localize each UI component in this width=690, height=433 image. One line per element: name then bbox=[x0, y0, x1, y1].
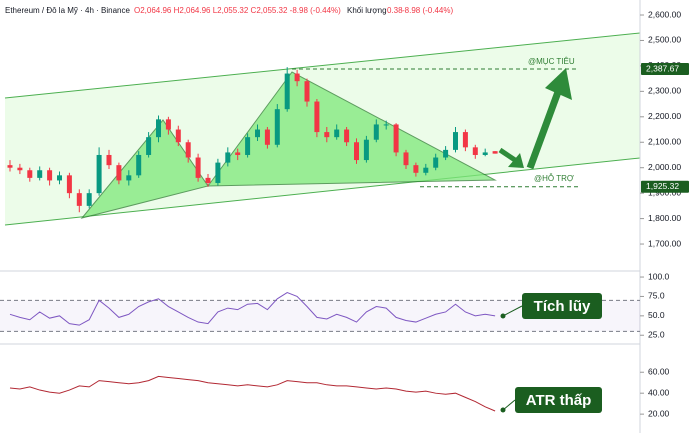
candle-body bbox=[96, 154, 102, 194]
y-tick-label: 1,800.00 bbox=[648, 213, 681, 223]
volume-label: Khối lượng bbox=[347, 6, 387, 15]
candle-body bbox=[334, 129, 340, 138]
callout-label: Tích lũy bbox=[534, 298, 591, 315]
candle-body bbox=[136, 154, 142, 176]
candle-body bbox=[354, 142, 359, 161]
callout-link bbox=[502, 305, 523, 317]
candle-body bbox=[57, 175, 62, 181]
symbol: Ethereum / Đô la Mỹ · 4h · Binance bbox=[5, 6, 130, 15]
callout-dot bbox=[500, 407, 506, 413]
line-series bbox=[9, 292, 496, 326]
candle-body bbox=[462, 132, 468, 148]
price-tag-label: 1,925.32 bbox=[646, 181, 679, 191]
price-tag bbox=[641, 63, 689, 76]
volume-change: -8.98 (-0.44%) bbox=[402, 6, 453, 15]
triangle bbox=[80, 119, 209, 219]
annotation: @HỖ TRỢ bbox=[534, 174, 574, 183]
candle-body bbox=[165, 119, 171, 130]
annotation: @MỤC TIÊU bbox=[528, 57, 575, 66]
y-tick-label: 100.0 bbox=[648, 271, 670, 281]
candle-body bbox=[116, 165, 122, 181]
callout-box bbox=[522, 293, 602, 319]
y-tick-label: 2,600.00 bbox=[648, 9, 681, 19]
line-series bbox=[9, 375, 496, 412]
y-tick-label: 2,300.00 bbox=[648, 86, 681, 96]
candle-body bbox=[443, 149, 449, 158]
price-tag-label: 2,387.67 bbox=[646, 63, 679, 73]
y-tick-label: 2,500.00 bbox=[648, 35, 681, 45]
candle-body bbox=[215, 162, 221, 183]
candle-body bbox=[185, 142, 191, 158]
callout-link bbox=[502, 399, 516, 411]
candle-body bbox=[453, 132, 458, 150]
y-tick-label: 75.0 bbox=[648, 291, 665, 301]
candle-body bbox=[324, 132, 330, 138]
y-tick-label: 25.0 bbox=[648, 329, 665, 339]
candle-body bbox=[492, 151, 498, 154]
callout-dot bbox=[500, 313, 506, 319]
candle-body bbox=[7, 165, 13, 168]
y-tick-label: 1,700.00 bbox=[648, 238, 681, 248]
arrow-head bbox=[545, 68, 572, 100]
candle-body bbox=[423, 167, 429, 173]
ohlc: O2,064.96 H2,064.96 L2,055.32 C2,055.32 … bbox=[134, 6, 341, 15]
candle-body bbox=[373, 124, 379, 140]
callout-label: ATR thấp bbox=[526, 392, 592, 409]
candle-body bbox=[37, 170, 43, 178]
callout-box bbox=[515, 387, 602, 413]
y-tick-label: 2,000.00 bbox=[648, 162, 681, 172]
candle-body bbox=[106, 154, 112, 166]
volume-value: 0.38 bbox=[387, 6, 403, 15]
price-tag bbox=[641, 180, 689, 193]
candle-body bbox=[403, 152, 409, 166]
candle-body bbox=[235, 152, 241, 155]
candle-body bbox=[304, 81, 310, 102]
y-tick-label: 40.00 bbox=[648, 387, 670, 397]
candle-body bbox=[393, 124, 399, 153]
candle-body bbox=[274, 109, 280, 145]
candle-body bbox=[314, 101, 320, 133]
y-tick-label: 2,100.00 bbox=[648, 137, 681, 147]
candle-body bbox=[245, 137, 251, 155]
candle-body bbox=[482, 152, 488, 155]
candle-body bbox=[146, 137, 152, 155]
candle-body bbox=[27, 170, 33, 178]
candle-body bbox=[264, 129, 270, 145]
triangle bbox=[206, 71, 497, 187]
candle-body bbox=[433, 157, 439, 168]
candle-body bbox=[17, 167, 23, 171]
candle-body bbox=[126, 175, 132, 181]
candle-body bbox=[255, 129, 260, 138]
y-tick-label: 60.00 bbox=[648, 366, 670, 376]
candle-body bbox=[413, 165, 419, 173]
candle-body bbox=[66, 175, 72, 194]
candle-body bbox=[175, 129, 181, 143]
candle-body bbox=[76, 193, 82, 206]
candle-body bbox=[383, 124, 389, 126]
candle-body bbox=[225, 152, 231, 163]
candle-body bbox=[156, 119, 161, 138]
candle-body bbox=[195, 157, 201, 178]
candle-body bbox=[205, 177, 211, 183]
channel-upper bbox=[4, 32, 641, 99]
candle-body bbox=[284, 73, 290, 110]
candle-body bbox=[344, 129, 350, 143]
channel-lower bbox=[4, 157, 641, 226]
candle-body bbox=[472, 147, 478, 155]
arrow bbox=[526, 90, 562, 170]
arrow-head bbox=[508, 153, 524, 168]
y-tick-label: 50.0 bbox=[648, 310, 665, 320]
candle-body bbox=[86, 193, 92, 206]
candle-body bbox=[47, 170, 53, 181]
candle-body bbox=[363, 139, 369, 161]
candle-body bbox=[294, 73, 300, 82]
y-tick-label: 20.00 bbox=[648, 408, 670, 418]
y-tick-label: 2,200.00 bbox=[648, 111, 681, 121]
